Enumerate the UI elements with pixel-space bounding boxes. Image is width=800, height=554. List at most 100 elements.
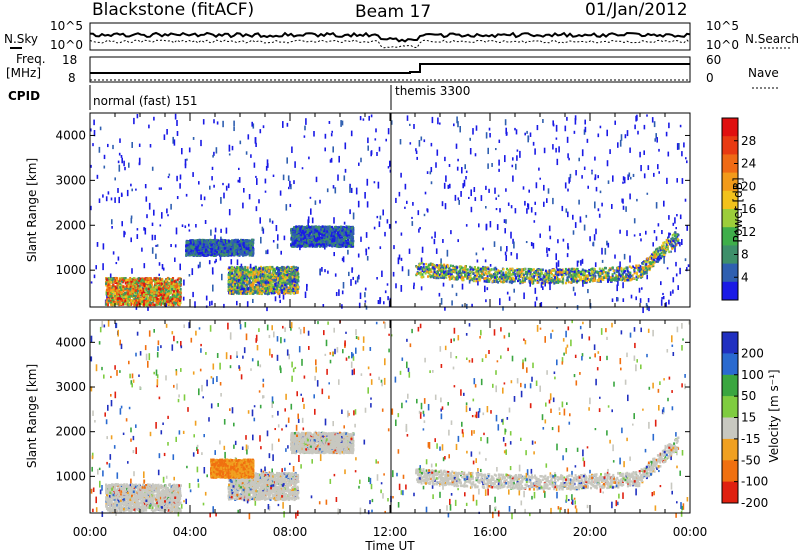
echo-mark (145, 285, 148, 289)
noise-mark (573, 130, 576, 134)
noise-mark (622, 181, 624, 184)
noise-mark (349, 209, 351, 215)
echo-mark (254, 280, 257, 283)
echo-mark (121, 278, 124, 281)
echo-mark (283, 267, 286, 270)
noise-mark (185, 193, 188, 197)
echo-mark (272, 290, 274, 293)
noise-mark (136, 234, 139, 239)
noise-mark (557, 260, 560, 267)
echo-mark (267, 292, 269, 295)
noise-mark (186, 158, 188, 161)
echo-mark (261, 282, 263, 285)
noise-mark (586, 138, 589, 143)
noise-mark (686, 160, 688, 164)
noise-mark (629, 255, 631, 263)
noise-mark (543, 201, 545, 207)
noise-mark (514, 208, 517, 214)
noise-mark (575, 170, 577, 176)
noise-mark (387, 128, 390, 135)
noise-mark (376, 277, 378, 280)
echo-mark (246, 281, 249, 284)
noise-mark (259, 217, 261, 224)
echo-mark (228, 266, 231, 269)
noise-mark (301, 167, 304, 170)
echo-mark (177, 282, 180, 286)
noise-mark (626, 230, 628, 237)
echo-mark (133, 280, 136, 283)
noise-mark (528, 189, 530, 193)
noise-mark (496, 224, 499, 230)
noise-mark (431, 236, 433, 239)
echo-mark (126, 282, 129, 285)
noise-mark (332, 146, 334, 153)
noise-mark (540, 282, 543, 288)
echo-mark (194, 239, 196, 243)
noise-mark (388, 224, 391, 229)
noise-mark (657, 223, 660, 227)
noise-mark (144, 227, 147, 235)
echo-mark (258, 287, 261, 290)
noise-mark (540, 302, 543, 307)
noise-mark (579, 216, 582, 223)
echo-mark (153, 298, 156, 301)
noise-mark (401, 266, 404, 272)
noise-mark (466, 303, 468, 309)
echo-mark (232, 277, 235, 280)
echo-mark (114, 297, 117, 300)
noise-mark (136, 228, 139, 231)
noise-mark (384, 290, 387, 294)
noise-mark (450, 230, 452, 235)
echo-mark (169, 278, 172, 281)
noise-mark (505, 127, 507, 135)
echo-mark (153, 277, 156, 280)
echo-mark (175, 280, 178, 284)
noise-mark (512, 157, 514, 161)
echo-mark (250, 281, 253, 285)
noise-mark (370, 151, 372, 157)
noise-mark (359, 292, 362, 299)
noise-mark (105, 196, 108, 202)
noise-mark (679, 124, 682, 128)
echo-mark (279, 271, 282, 275)
noise-mark (464, 164, 466, 170)
echo-mark (116, 289, 119, 292)
echo-mark (281, 291, 284, 294)
echo-mark (156, 294, 159, 297)
echo-mark (145, 288, 148, 292)
echo-mark (112, 288, 115, 291)
noise-mark (128, 162, 130, 168)
echo-mark (291, 273, 294, 276)
noise-mark (594, 262, 597, 267)
noise-mark (342, 256, 345, 263)
noise-mark (475, 125, 478, 131)
noise-mark (624, 134, 627, 139)
noise-mark (652, 242, 654, 247)
echo-mark (240, 280, 243, 283)
noise-mark (539, 177, 541, 180)
echo-mark (116, 278, 118, 282)
noise-mark (221, 273, 223, 281)
echo-mark (176, 278, 179, 282)
echo-mark (174, 303, 177, 306)
noise-mark (283, 235, 286, 241)
echo-mark (162, 292, 165, 295)
echo-mark (179, 295, 182, 298)
noise-mark (176, 120, 178, 126)
noise-mark (598, 213, 601, 218)
noise-mark (460, 191, 462, 197)
nsearch-tick-low: 10^0 (706, 38, 739, 52)
noise-mark (384, 231, 386, 237)
echo-mark (153, 296, 156, 299)
echo-mark (109, 289, 112, 293)
noise-mark (364, 292, 366, 298)
noise-mark (98, 146, 101, 153)
echo-mark (178, 291, 181, 294)
noise-mark (465, 224, 468, 227)
echo-mark (271, 265, 274, 269)
echo-mark (156, 288, 159, 292)
noise-mark (660, 281, 662, 286)
echo-mark (126, 299, 128, 303)
noise-mark (328, 121, 331, 124)
